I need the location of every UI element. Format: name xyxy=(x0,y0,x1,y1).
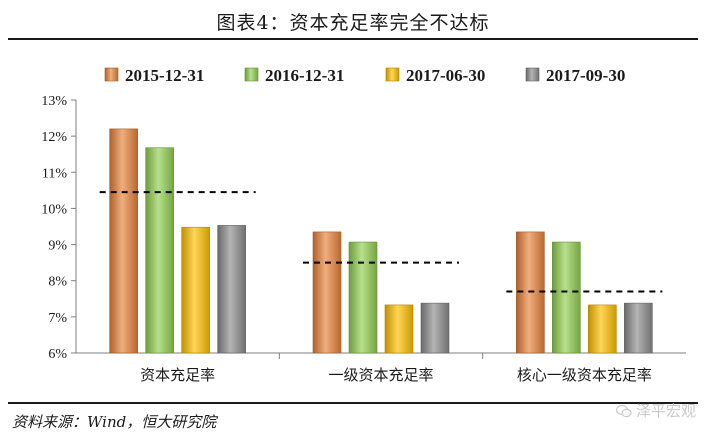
legend-label: 2016-12-31 xyxy=(265,66,344,85)
watermark: 泽平宏观 xyxy=(615,400,696,421)
wechat-icon xyxy=(615,404,632,417)
bar-2015-12-31 xyxy=(312,231,342,354)
legend-swatch xyxy=(385,67,400,82)
bar-2016-12-31 xyxy=(348,241,378,354)
legend-swatch xyxy=(525,67,540,82)
title-rule xyxy=(8,38,698,40)
bar-2017-09-30 xyxy=(420,302,450,354)
bar-2017-06-30 xyxy=(384,304,414,354)
bar-2017-09-30 xyxy=(624,302,653,354)
bar-2017-06-30 xyxy=(588,304,617,354)
category-label: 一级资本充足率 xyxy=(328,366,433,384)
footer-rule xyxy=(8,402,698,404)
y-tick-label: 8% xyxy=(48,275,67,290)
legend-label: 2017-09-30 xyxy=(546,66,625,85)
source-note: 资料来源：Wind，恒大研究院 xyxy=(12,413,217,431)
y-tick-label: 11% xyxy=(42,166,67,181)
y-tick-label: 6% xyxy=(48,347,67,362)
bar-2016-12-31 xyxy=(145,147,174,354)
category-label: 核心一级资本充足率 xyxy=(517,366,652,384)
y-tick-label: 13% xyxy=(41,94,67,109)
bar-2017-09-30 xyxy=(217,225,246,354)
legend-label: 2017-06-30 xyxy=(406,66,485,85)
watermark-text: 泽平宏观 xyxy=(635,402,696,420)
bar-2017-06-30 xyxy=(181,226,210,354)
figure-title: 图表4：资本充足率完全不达标 xyxy=(216,12,490,34)
category-label: 资本充足率 xyxy=(140,366,215,384)
legend-swatch xyxy=(104,67,119,82)
y-tick-label: 12% xyxy=(41,130,67,145)
bar-2016-12-31 xyxy=(552,241,581,354)
legend-label: 2015-12-31 xyxy=(125,66,204,85)
y-tick-label: 9% xyxy=(48,239,67,254)
bar-2015-12-31 xyxy=(109,128,138,354)
y-tick-label: 10% xyxy=(41,202,67,217)
y-tick-label: 7% xyxy=(48,311,67,326)
legend-swatch xyxy=(244,67,259,82)
